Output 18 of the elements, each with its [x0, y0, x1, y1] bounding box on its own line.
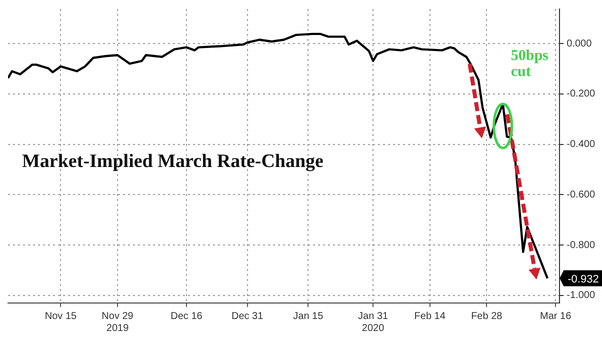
annotation: 50bps cut: [510, 48, 549, 80]
x-tick-label: Jan 31 2020: [358, 310, 389, 334]
text: Market-Implied March Rate-Change: [22, 150, 324, 172]
x-tick-label: Dec 16: [170, 310, 203, 322]
x-tick-label: Dec 31: [231, 310, 264, 322]
x-tick-label: Feb 28: [471, 310, 503, 322]
x-tick-label: Nov 29 2019: [102, 310, 134, 334]
x-tick-label: Feb 14: [414, 310, 446, 322]
y-tick-label: 0.000: [566, 38, 592, 50]
x-tick-label: Mar 16: [540, 310, 572, 322]
y-tick-label: -1.000: [566, 290, 596, 302]
x-tick-label: Jan 15: [293, 310, 324, 322]
y-tick-label: -0.600: [566, 189, 596, 200]
y-tick-label: -0.200: [566, 88, 596, 100]
x-tick-label: Nov 15: [44, 310, 78, 322]
y-tick-label: -0.800: [566, 240, 596, 251]
y-tick-label: -0.400: [566, 139, 596, 150]
annotation: -0.932: [568, 273, 599, 286]
